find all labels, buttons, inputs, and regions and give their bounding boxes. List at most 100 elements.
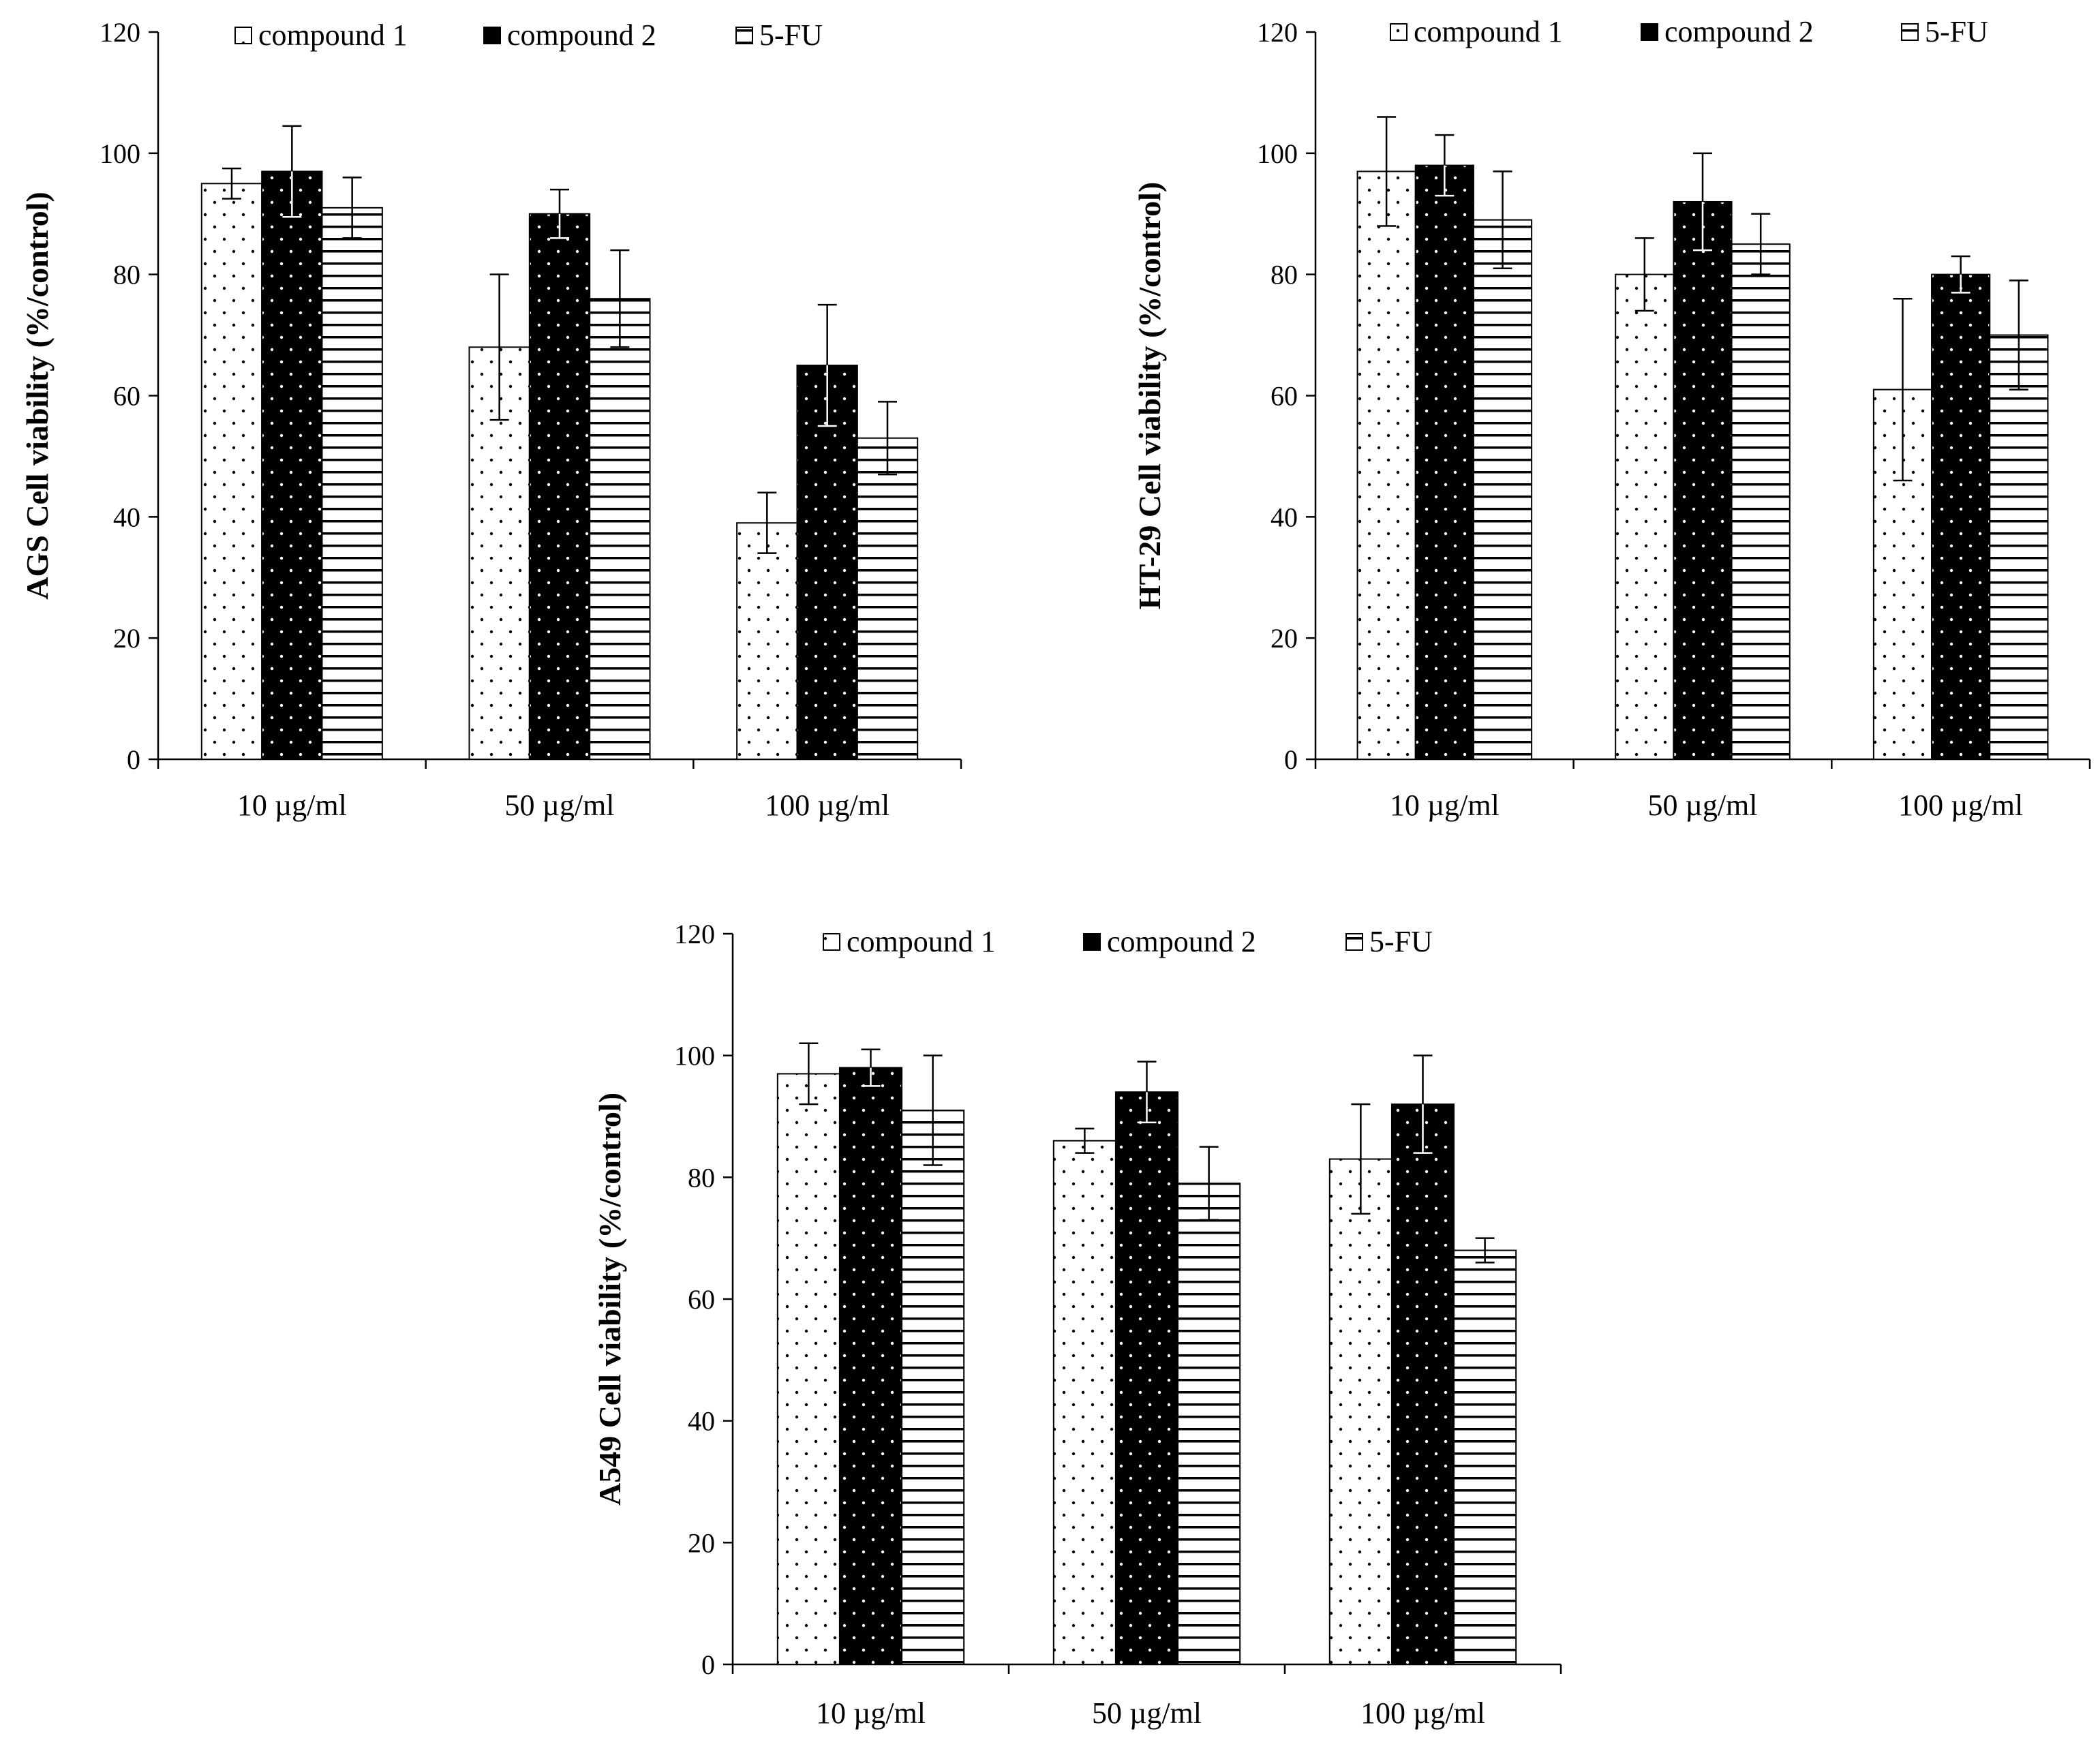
y-tick-label: 20 bbox=[113, 623, 140, 654]
error-bar-5-fu bbox=[923, 1054, 943, 1166]
y-tick-label: 100 bbox=[100, 138, 140, 169]
bar-compound-2 bbox=[1673, 200, 1733, 760]
error-bar-5-fu bbox=[1493, 170, 1512, 270]
legend-label-compound-2: compound 2 bbox=[507, 18, 656, 52]
error-bar-compound-1 bbox=[222, 167, 241, 200]
y-tick-label: 20 bbox=[688, 1527, 715, 1558]
legend-label-compound-2: compound 2 bbox=[1664, 15, 1814, 48]
legend: compound 1 compound 2 5-FU bbox=[1390, 15, 1988, 48]
error-bar-compound-1 bbox=[1893, 297, 1913, 482]
legend-swatch-compound-1 bbox=[234, 27, 252, 44]
error-bar-compound-2 bbox=[1137, 1061, 1157, 1124]
chart-panel-1: 0 20 40 60 80 100 120 10 µg/ml 50 µg/ml 100 µg/ml… bbox=[20, 17, 962, 822]
y-tick-label: 40 bbox=[1270, 502, 1298, 532]
bar-5-fu bbox=[901, 1110, 965, 1665]
error-bar-compound-1 bbox=[799, 1042, 819, 1106]
y-tick-label: 60 bbox=[113, 381, 140, 412]
error-bar-compound-1 bbox=[1351, 1103, 1371, 1215]
chart-panel-3: 0 20 40 60 80 100 120 10 µg/ml 50 µg/ml 100 µg/ml… bbox=[592, 919, 1562, 1730]
legend-swatch-5-fu bbox=[735, 27, 753, 44]
x-category-label: 50 µg/ml bbox=[1092, 1696, 1202, 1730]
x-category-label: 10 µg/ml bbox=[816, 1696, 926, 1730]
bar-compound-1 bbox=[1356, 170, 1416, 760]
y-tick-label: 120 bbox=[674, 919, 715, 949]
bar-5-fu bbox=[1989, 334, 2049, 761]
error-bar-5-fu bbox=[342, 177, 362, 239]
bar-compound-1 bbox=[736, 522, 798, 760]
y-tick-label: 20 bbox=[1270, 623, 1298, 654]
y-tick-label: 60 bbox=[1270, 381, 1298, 412]
legend: compound 1 compound 2 5-FU bbox=[823, 925, 1433, 958]
legend-label-compound-1: compound 1 bbox=[258, 18, 408, 52]
bar-5-fu bbox=[1177, 1183, 1241, 1666]
bar-compound-2 bbox=[1414, 164, 1474, 761]
bar-compound-1 bbox=[468, 346, 530, 761]
bar-compound-2 bbox=[1114, 1091, 1179, 1666]
bar-compound-1 bbox=[1328, 1158, 1393, 1665]
bar-compound-1 bbox=[1615, 273, 1675, 760]
legend-label-compound-1: compound 1 bbox=[1414, 15, 1563, 48]
error-bar-compound-2 bbox=[282, 125, 302, 218]
error-bar-compound-2 bbox=[817, 303, 837, 427]
legend-label-5-fu: 5-FU bbox=[1925, 15, 1988, 48]
error-bar-compound-2 bbox=[861, 1048, 881, 1087]
legend-label-5-fu: 5-FU bbox=[759, 18, 823, 52]
bar-compound-2 bbox=[1390, 1103, 1455, 1665]
bar-compound-1 bbox=[200, 183, 263, 760]
error-bar-compound-1 bbox=[1377, 116, 1397, 227]
legend-label-5-fu: 5-FU bbox=[1369, 925, 1433, 958]
y-tick-label: 80 bbox=[688, 1162, 715, 1193]
error-bar-5-fu bbox=[878, 401, 898, 476]
bar-compound-1 bbox=[1052, 1140, 1116, 1665]
bar-compound-2 bbox=[838, 1067, 903, 1665]
bar-compound-1 bbox=[776, 1073, 840, 1665]
bar-5-fu bbox=[589, 298, 651, 760]
bar-5-fu bbox=[856, 437, 919, 760]
legend-label-compound-2: compound 2 bbox=[1107, 925, 1256, 958]
bar-5-fu bbox=[1472, 219, 1533, 760]
x-category-label: 100 µg/ml bbox=[1360, 1696, 1485, 1730]
legend-swatch-compound-2 bbox=[483, 27, 501, 44]
y-axis-label: A549 Cell viability (%/control) bbox=[592, 1093, 627, 1506]
legend-swatch-5-fu bbox=[1901, 23, 1919, 41]
error-bar-compound-2 bbox=[550, 188, 569, 239]
y-tick-label: 80 bbox=[1270, 260, 1298, 290]
error-bar-compound-2 bbox=[1693, 152, 1712, 251]
bar-compound-2 bbox=[1931, 273, 1991, 760]
x-category-label: 50 µg/ml bbox=[1647, 789, 1757, 822]
error-bar-compound-1 bbox=[757, 491, 777, 554]
error-bar-5-fu bbox=[1475, 1237, 1495, 1264]
bar-5-fu bbox=[1731, 243, 1791, 761]
bar-compound-2 bbox=[528, 213, 591, 760]
x-category-label: 10 µg/ml bbox=[1390, 789, 1500, 822]
y-axis-label: AGS Cell viability (%/control) bbox=[20, 192, 55, 599]
y-tick-label: 120 bbox=[1257, 17, 1298, 48]
y-tick-label: 40 bbox=[688, 1406, 715, 1437]
y-axis-label: HT-29 Cell viability (%/control) bbox=[1132, 182, 1167, 609]
y-tick-label: 100 bbox=[1257, 138, 1298, 169]
error-bar-compound-1 bbox=[1075, 1127, 1095, 1154]
bar-5-fu bbox=[321, 207, 383, 760]
y-tick-label: 100 bbox=[674, 1041, 715, 1071]
error-bar-5-fu bbox=[2009, 279, 2028, 391]
bar-compound-2 bbox=[261, 170, 323, 760]
error-bar-5-fu bbox=[1199, 1146, 1219, 1221]
error-bar-compound-2 bbox=[1435, 134, 1455, 197]
y-tick-label: 0 bbox=[127, 744, 140, 775]
x-category-label: 100 µg/ml bbox=[765, 789, 889, 822]
error-bar-compound-1 bbox=[489, 273, 509, 421]
legend-swatch-compound-2 bbox=[1083, 933, 1101, 951]
y-tick-label: 0 bbox=[1284, 744, 1298, 775]
legend-swatch-compound-1 bbox=[1390, 23, 1407, 41]
error-bar-compound-1 bbox=[1634, 237, 1654, 312]
error-bar-compound-2 bbox=[1413, 1054, 1433, 1154]
error-bar-5-fu bbox=[1751, 213, 1771, 275]
y-tick-label: 0 bbox=[701, 1649, 715, 1680]
y-tick-label: 80 bbox=[113, 260, 140, 290]
x-category-label: 50 µg/ml bbox=[504, 789, 614, 822]
x-category-label: 100 µg/ml bbox=[1898, 789, 2023, 822]
legend-swatch-compound-2 bbox=[1641, 23, 1658, 41]
legend: compound 1 compound 2 5-FU bbox=[234, 18, 823, 52]
legend-swatch-5-fu bbox=[1345, 933, 1363, 951]
